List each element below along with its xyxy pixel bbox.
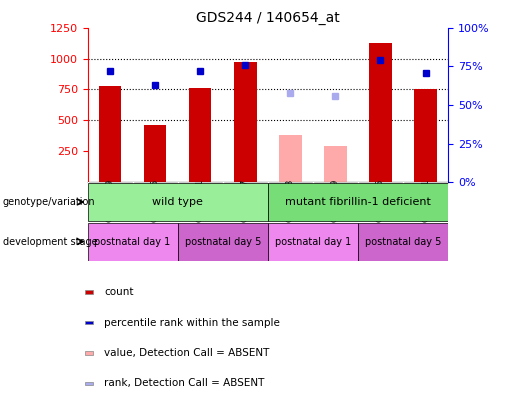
- Bar: [268, 183, 448, 221]
- Text: GSM4067: GSM4067: [241, 178, 250, 222]
- Bar: [358, 223, 448, 261]
- Bar: [85, 290, 93, 294]
- Text: GSM4055: GSM4055: [151, 178, 160, 222]
- Bar: [324, 146, 347, 182]
- Bar: [268, 223, 358, 261]
- Text: postnatal day 5: postnatal day 5: [184, 236, 261, 247]
- Text: GSM4091: GSM4091: [421, 178, 430, 222]
- Bar: [85, 321, 93, 324]
- Text: GSM4049: GSM4049: [106, 178, 114, 222]
- Text: postnatal day 1: postnatal day 1: [274, 236, 351, 247]
- Bar: [178, 223, 268, 261]
- Title: GDS244 / 140654_at: GDS244 / 140654_at: [196, 11, 340, 25]
- Text: postnatal day 5: postnatal day 5: [365, 236, 441, 247]
- Text: GSM4061: GSM4061: [196, 178, 204, 222]
- Bar: [88, 223, 178, 261]
- Bar: [369, 42, 392, 182]
- Bar: [189, 88, 212, 182]
- Text: GSM4085: GSM4085: [376, 178, 385, 222]
- Text: count: count: [105, 287, 134, 297]
- Bar: [414, 89, 437, 182]
- Bar: [99, 86, 122, 182]
- Text: genotype/variation: genotype/variation: [3, 197, 95, 207]
- Text: wild type: wild type: [152, 197, 203, 207]
- Bar: [144, 125, 166, 182]
- Text: development stage: development stage: [3, 236, 97, 247]
- Text: GSM4079: GSM4079: [331, 178, 340, 222]
- Bar: [85, 351, 93, 355]
- Bar: [85, 382, 93, 385]
- Text: rank, Detection Call = ABSENT: rank, Detection Call = ABSENT: [105, 378, 265, 388]
- Text: percentile rank within the sample: percentile rank within the sample: [105, 318, 280, 327]
- Text: value, Detection Call = ABSENT: value, Detection Call = ABSENT: [105, 348, 270, 358]
- Bar: [88, 183, 268, 221]
- Text: GSM4073: GSM4073: [286, 178, 295, 222]
- Text: postnatal day 1: postnatal day 1: [94, 236, 171, 247]
- Bar: [234, 62, 256, 182]
- Bar: [279, 135, 302, 182]
- Text: mutant fibrillin-1 deficient: mutant fibrillin-1 deficient: [285, 197, 431, 207]
